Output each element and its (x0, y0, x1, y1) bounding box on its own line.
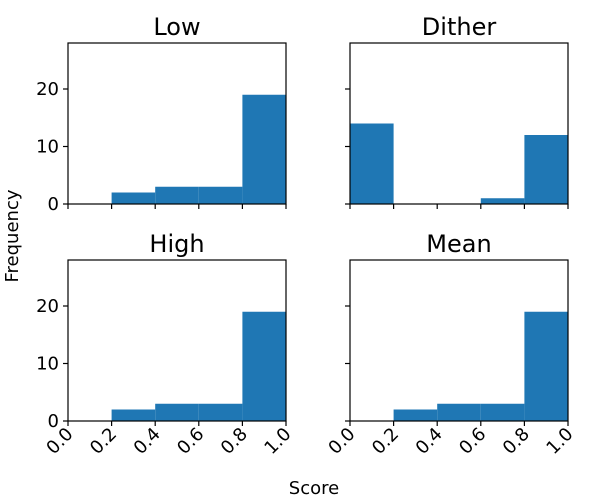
histogram-bar (242, 94, 286, 204)
axes-frame (349, 259, 569, 422)
subplot-title: Mean (426, 230, 491, 258)
histogram-bar (198, 403, 243, 421)
x-tick-label: 0.4 (412, 424, 447, 459)
histogram-bar (524, 311, 568, 421)
histogram-bar (350, 123, 394, 204)
x-tick-label: 1.0 (542, 424, 577, 459)
histogram-bar (242, 311, 286, 421)
histogram-bar (524, 135, 568, 204)
histogram-bar (393, 409, 438, 421)
y-tick-label: 20 (36, 296, 59, 317)
subplot-mean: Mean 0.0 0.2 0.4 0.6 0.8 1.0 (324, 230, 577, 459)
y-tick-label: 10 (36, 354, 59, 375)
x-tick-label: 0.2 (368, 424, 403, 459)
y-tick-label: 0 (48, 411, 59, 432)
y-axis-label: Frequency (2, 189, 23, 282)
x-axis-label: Score (289, 478, 339, 499)
subplot-title: Dither (422, 13, 497, 41)
x-tick-label: 0.0 (324, 424, 359, 459)
y-tick-label: 20 (36, 79, 59, 100)
axes-frame (67, 42, 287, 205)
x-tick-label: 1.0 (260, 424, 295, 459)
x-tick-label: 0.6 (455, 424, 490, 459)
x-tick-label: 0.8 (217, 424, 252, 459)
histogram-bar (155, 186, 199, 204)
subplot-title: High (149, 230, 204, 258)
subplot-dither: Dither (345, 13, 569, 209)
histogram-bar (480, 198, 525, 204)
y-tick-label: 0 (48, 194, 59, 215)
x-tick-label: 0.2 (86, 424, 121, 459)
x-tick-label: 0.6 (173, 424, 208, 459)
x-tick-label: 0.4 (130, 424, 165, 459)
histogram-bar (111, 192, 156, 204)
y-tick-label: 10 (36, 137, 59, 158)
histogram-bar (111, 409, 156, 421)
subplot-title: Low (153, 13, 200, 41)
subplot-low: Low 0 10 20 (36, 13, 287, 215)
histogram-bar (155, 403, 199, 421)
axes-frame (349, 42, 569, 205)
histogram-bar (198, 186, 243, 204)
histogram-bar (437, 403, 481, 421)
axes-frame (67, 259, 287, 422)
histogram-bar (480, 403, 525, 421)
x-tick-label: 0.8 (499, 424, 534, 459)
